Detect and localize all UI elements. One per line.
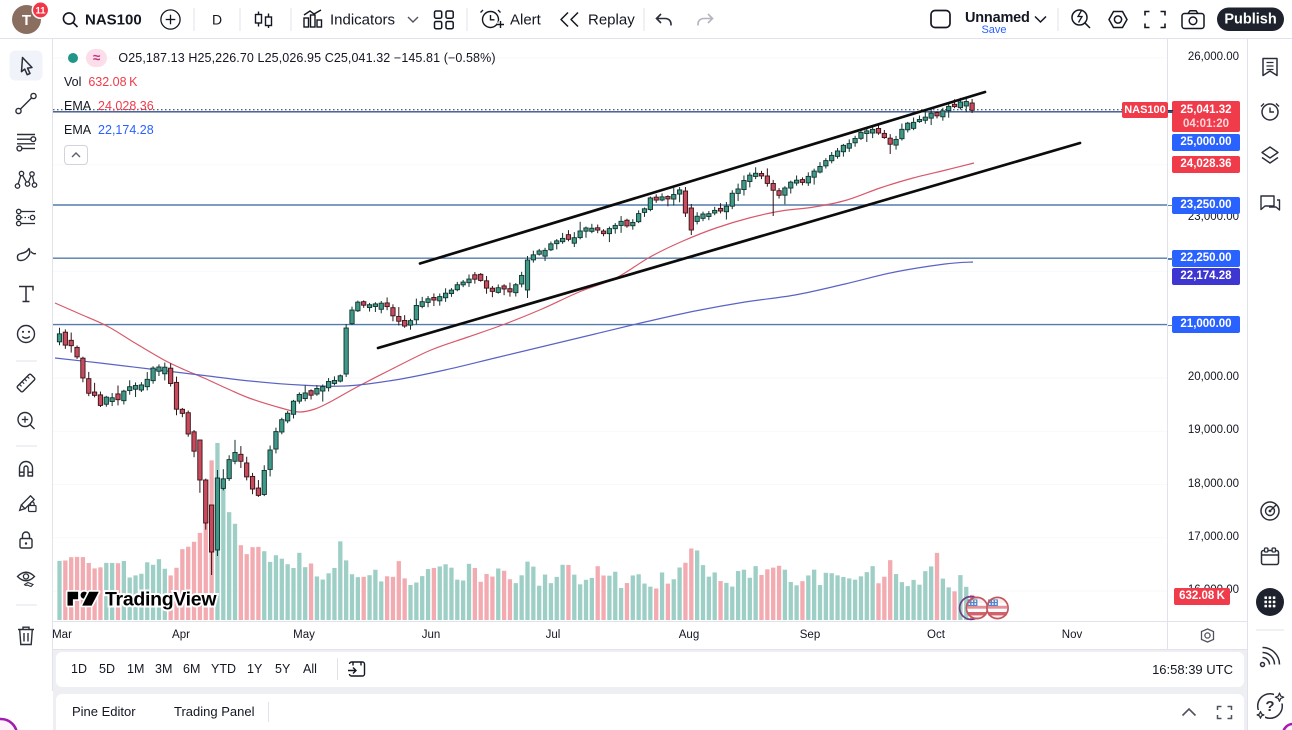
svg-text:Save: Save	[981, 24, 1006, 36]
svg-text:NAS100: NAS100	[85, 12, 142, 29]
svg-text:T: T	[22, 12, 31, 29]
svg-text:Alert: Alert	[510, 12, 542, 29]
svg-text:TradingView: TradingView	[105, 589, 217, 611]
svg-text:11: 11	[35, 5, 46, 16]
svg-text:Replay: Replay	[588, 12, 635, 29]
svg-text:Unnamed: Unnamed	[965, 10, 1030, 26]
svg-text:Indicators: Indicators	[330, 12, 395, 29]
svg-text:D: D	[212, 12, 222, 28]
svg-text:?: ?	[1265, 698, 1274, 715]
svg-text:Publish: Publish	[1224, 12, 1276, 28]
